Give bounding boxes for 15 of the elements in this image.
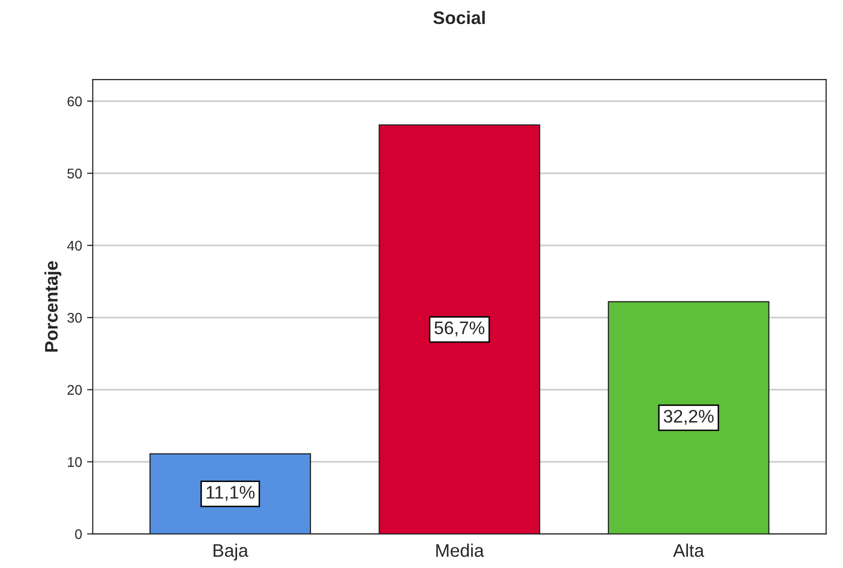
y-tick-label: 50 — [67, 168, 82, 178]
x-tick-label: Baja — [214, 544, 248, 560]
x-tick-label: Alta — [673, 544, 704, 557]
y-axis-title: Porcentaje — [44, 261, 62, 352]
data-label: 56,7% — [434, 322, 484, 336]
y-tick-label: 0 — [75, 529, 82, 540]
data-label: 11,1% — [206, 486, 255, 501]
chart-title: Social — [433, 10, 485, 24]
x-tick-label: Media — [436, 544, 484, 557]
y-tick-label: 40 — [67, 240, 82, 251]
data-label: 32,2% — [664, 410, 714, 425]
y-tick-label: 20 — [68, 385, 82, 395]
y-tick-label: 30 — [67, 312, 82, 323]
y-tick-label: 60 — [68, 96, 82, 106]
y-tick-label: 10 — [68, 457, 82, 467]
